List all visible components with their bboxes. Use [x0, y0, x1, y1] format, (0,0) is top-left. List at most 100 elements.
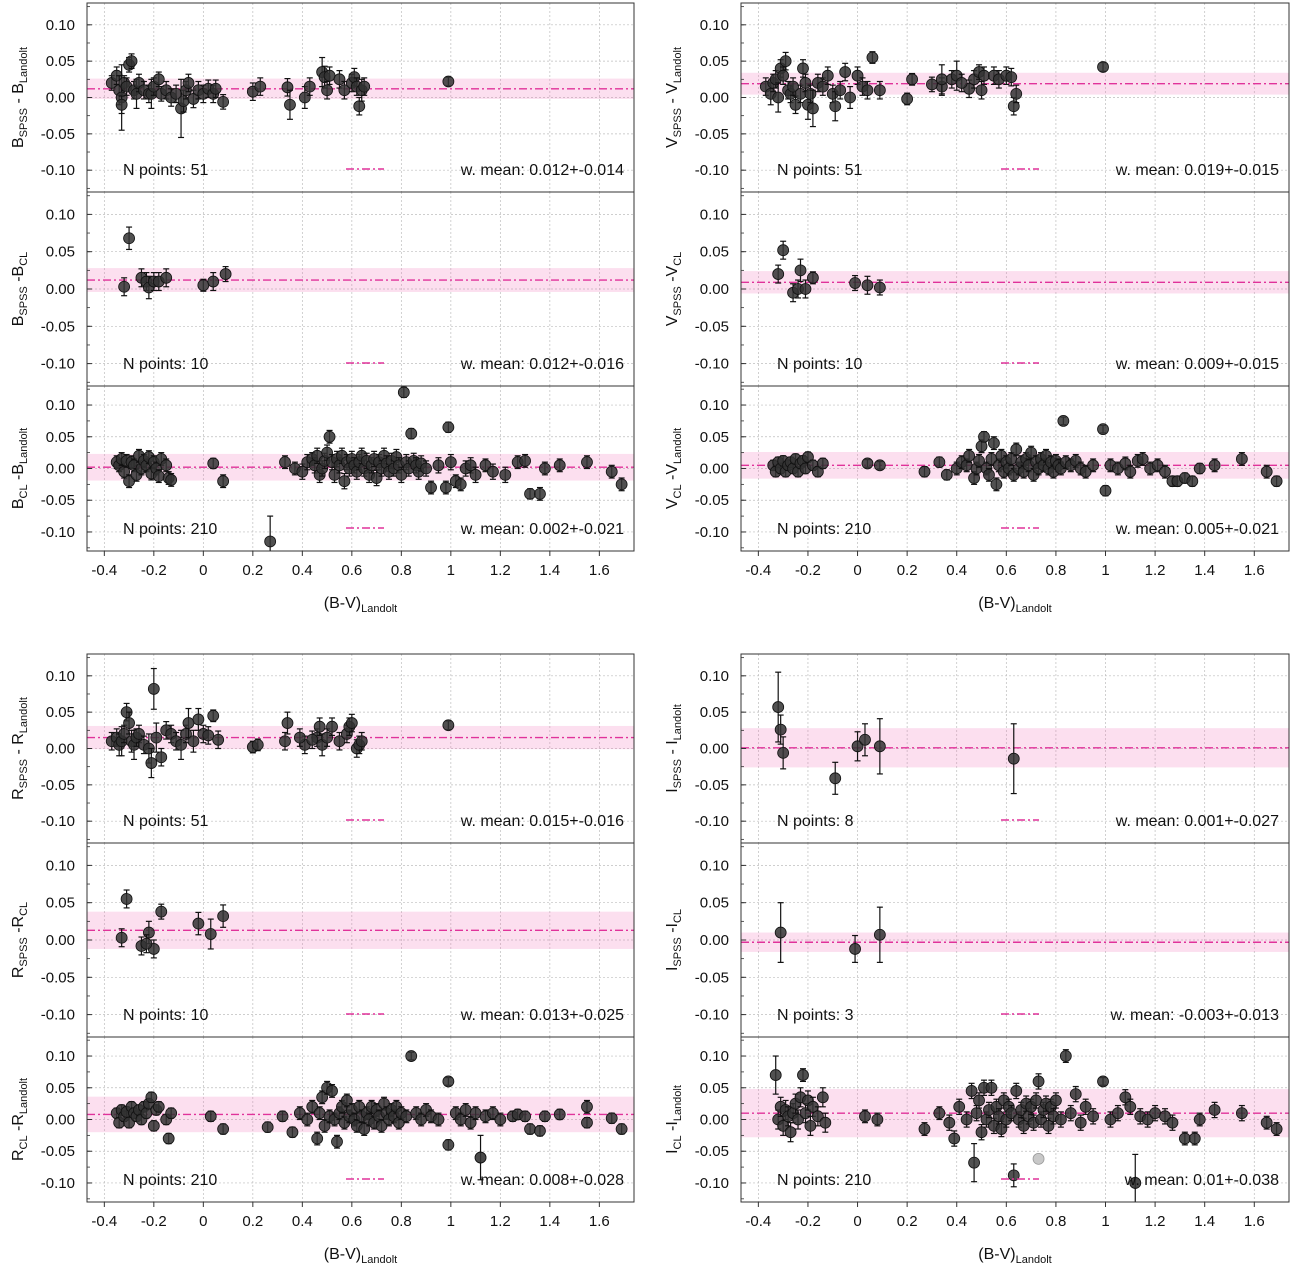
- point-marker: [293, 731, 306, 744]
- data-point: [1260, 464, 1273, 479]
- data-point: [1129, 1153, 1142, 1202]
- point-marker: [219, 268, 232, 280]
- point-marker: [142, 926, 155, 939]
- x-tick-label: 1: [1101, 1213, 1109, 1230]
- point-marker: [859, 733, 871, 746]
- data-point: [311, 1131, 324, 1146]
- point-marker: [202, 729, 215, 742]
- data-point: [1208, 458, 1221, 473]
- data-point: [442, 421, 455, 434]
- data-point: [120, 889, 133, 909]
- point-marker: [1007, 1169, 1020, 1182]
- weighted-mean-label: w. mean: 0.015+-0.016: [460, 813, 624, 830]
- x-tick-label: 0.2: [242, 1213, 263, 1230]
- point-marker: [439, 481, 452, 494]
- point-marker: [1124, 1100, 1137, 1113]
- data-point: [1141, 1111, 1154, 1128]
- data-layer: [741, 902, 1289, 963]
- x-tick-label: 1.2: [1145, 562, 1166, 579]
- point-marker: [326, 1085, 338, 1097]
- data-point: [784, 1122, 797, 1143]
- point-marker: [217, 910, 230, 923]
- data-point: [321, 444, 333, 461]
- x-tick-label: -0.4: [91, 1213, 117, 1230]
- data-point: [217, 474, 230, 489]
- point-marker: [794, 264, 807, 277]
- data-point: [774, 714, 787, 745]
- y-tick-label: 0.00: [700, 1112, 729, 1129]
- data-point: [978, 66, 990, 86]
- point-marker: [519, 1110, 531, 1123]
- data-point: [425, 480, 437, 495]
- y-tick-label: 0.00: [700, 741, 729, 758]
- point-marker: [1054, 1113, 1067, 1126]
- point-marker: [321, 731, 333, 744]
- data-layer: [741, 240, 1289, 303]
- data-point: [605, 464, 618, 479]
- point-marker: [519, 454, 531, 467]
- y-tick-label: -0.05: [695, 126, 729, 143]
- point-marker: [321, 446, 333, 459]
- data-layer: [741, 671, 1289, 795]
- point-marker: [581, 456, 593, 469]
- point-marker: [469, 1107, 482, 1120]
- point-marker: [789, 98, 802, 111]
- y-tick-label: -0.05: [41, 492, 75, 509]
- panel-bottom-right-row2: 0.10 0.05 0.00 -0.05 -0.10 ICL -ILandolt N poi…: [664, 1036, 1290, 1266]
- point-marker: [819, 1116, 832, 1129]
- data-point: [799, 279, 812, 299]
- point-marker: [794, 87, 807, 100]
- point-marker: [1097, 1075, 1109, 1088]
- point-marker: [1007, 752, 1020, 765]
- data-point: [839, 62, 852, 82]
- point-marker: [338, 84, 351, 97]
- data-point: [338, 472, 351, 490]
- data-point: [442, 1138, 455, 1151]
- n-points-label: N points: 8: [777, 813, 854, 830]
- data-point: [150, 722, 163, 753]
- data-point: [1069, 1085, 1082, 1103]
- y-axis-label: ISPSS -ICL: [664, 909, 684, 971]
- point-marker: [799, 77, 812, 89]
- point-marker: [212, 733, 225, 746]
- point-marker: [534, 487, 546, 500]
- point-marker: [1112, 1107, 1124, 1120]
- point-marker: [279, 456, 291, 469]
- point-marker: [1260, 1116, 1273, 1129]
- data-layer: [87, 226, 634, 300]
- point-marker: [442, 719, 455, 732]
- point-marker: [1079, 1100, 1092, 1113]
- y-tick-label: -0.10: [41, 524, 75, 541]
- point-marker: [918, 465, 931, 478]
- point-marker: [1188, 1132, 1201, 1145]
- point-marker: [333, 73, 346, 86]
- data-point: [264, 515, 277, 551]
- data-point: [120, 77, 133, 96]
- point-marker: [978, 69, 990, 82]
- point-marker: [333, 735, 346, 748]
- data-point: [474, 1134, 487, 1181]
- point-marker: [432, 1113, 445, 1126]
- data-point: [859, 723, 871, 757]
- point-marker: [152, 1100, 165, 1113]
- data-point: [1087, 458, 1100, 473]
- point-marker: [1097, 61, 1109, 73]
- data-point: [355, 731, 368, 751]
- x-tick-label: -0.2: [795, 1213, 821, 1230]
- data-point: [1186, 475, 1199, 488]
- data-point: [1235, 1104, 1248, 1122]
- point-marker: [1159, 1110, 1171, 1123]
- data-point: [459, 1103, 472, 1117]
- point-marker: [1069, 1088, 1082, 1101]
- y-tick-label: 0.05: [700, 53, 729, 70]
- point-marker: [303, 80, 316, 93]
- x-axis-label: (B-V)Landolt: [324, 595, 397, 615]
- data-point: [442, 75, 455, 88]
- point-marker: [1104, 1113, 1117, 1126]
- point-marker: [207, 709, 220, 722]
- y-tick-label: 0.05: [46, 244, 75, 261]
- point-marker: [286, 1126, 299, 1139]
- point-marker: [948, 1132, 961, 1145]
- data-point: [975, 439, 988, 454]
- data-point: [918, 1122, 931, 1136]
